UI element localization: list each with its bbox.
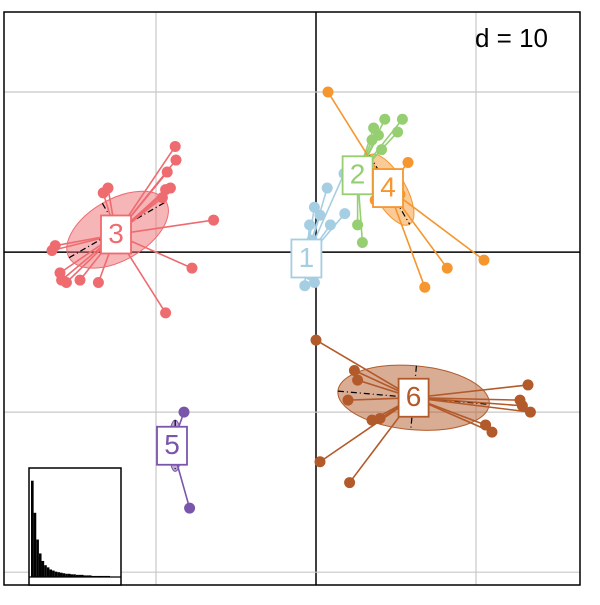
point (74, 274, 86, 286)
point (379, 113, 391, 125)
group-label: 3 (108, 218, 124, 249)
group-label-box (397, 377, 430, 418)
eigenvalue-bar (83, 575, 87, 577)
point (314, 456, 326, 468)
point (339, 208, 351, 220)
point (184, 502, 196, 514)
point (344, 477, 356, 489)
eigenvalue-bar (57, 572, 60, 577)
point (352, 219, 364, 231)
point (352, 374, 364, 386)
star-segment (413, 396, 521, 401)
point (516, 400, 528, 412)
star-segment (387, 187, 485, 261)
group-label-box (100, 214, 132, 255)
point (299, 280, 311, 292)
point (322, 86, 334, 98)
eigenvalue-bar (38, 553, 42, 577)
eigenvalue-bar (52, 570, 55, 577)
annotation: d = 10 (475, 23, 548, 53)
eigenvalue-bar (41, 560, 45, 577)
point (310, 334, 322, 346)
point (348, 365, 360, 377)
point (522, 379, 534, 391)
eigenvalue-bar (67, 573, 71, 577)
point (60, 276, 72, 288)
eigenvalue-bar (31, 480, 34, 577)
group-label: 1 (299, 242, 315, 273)
point (178, 406, 190, 418)
group-label: 6 (406, 381, 422, 412)
point (160, 307, 172, 319)
point (321, 182, 333, 194)
plot-frame (3, 11, 581, 586)
group-label-box (156, 425, 188, 466)
point (376, 144, 388, 156)
ellipse-axis (410, 365, 417, 430)
group-label-box (290, 238, 323, 279)
point (374, 413, 386, 425)
star-segment (115, 219, 214, 236)
point (169, 140, 181, 152)
point (524, 406, 536, 418)
point (186, 262, 198, 274)
point (208, 214, 220, 226)
point (308, 201, 320, 213)
eigenvalue-bar (70, 574, 74, 577)
point (170, 154, 182, 166)
point (54, 267, 66, 279)
point (92, 276, 104, 288)
eigenvalue-bar (46, 567, 50, 577)
eigenvalue-bar (86, 575, 89, 577)
point (156, 192, 168, 204)
eigenvalue-bar (62, 573, 66, 577)
eigenvalue-bar (49, 569, 53, 577)
star-segment (413, 396, 523, 407)
eigenvalue-bar (36, 539, 39, 577)
point (392, 126, 404, 138)
group-label-box (372, 168, 404, 208)
eigenvalue-bar (54, 571, 58, 577)
point (161, 166, 173, 178)
eigenvalue-bar (44, 565, 47, 577)
point (308, 276, 320, 288)
group-label: 2 (350, 159, 366, 190)
point (356, 236, 368, 248)
point (441, 262, 453, 274)
star-segment (413, 384, 529, 399)
point (480, 419, 492, 431)
point (419, 281, 431, 293)
point (314, 209, 326, 221)
group-label-box (341, 155, 374, 196)
point (97, 187, 109, 199)
point (342, 394, 354, 406)
plot-layer: 1 2 3 4 5 6 (3, 11, 581, 586)
star-segment (413, 396, 531, 413)
star-segment (315, 339, 415, 399)
eigenvalue-bar (88, 575, 92, 577)
eigenvalue-bar (33, 512, 37, 577)
eigenvalue-bar (65, 573, 68, 577)
point (402, 156, 414, 168)
point (478, 254, 490, 266)
group-label: 4 (380, 171, 396, 202)
point (396, 113, 408, 125)
eigenvalue-bar (73, 574, 76, 577)
point (46, 244, 58, 256)
point (304, 219, 316, 231)
eigenvalue-bar (78, 574, 82, 577)
eigenvalue-bar (81, 574, 84, 577)
point (366, 134, 378, 146)
point (324, 219, 336, 231)
point (486, 426, 498, 438)
eigenvalue-bar (59, 572, 63, 577)
eigenvalue-bar (75, 574, 79, 577)
group-label: 5 (164, 429, 180, 460)
